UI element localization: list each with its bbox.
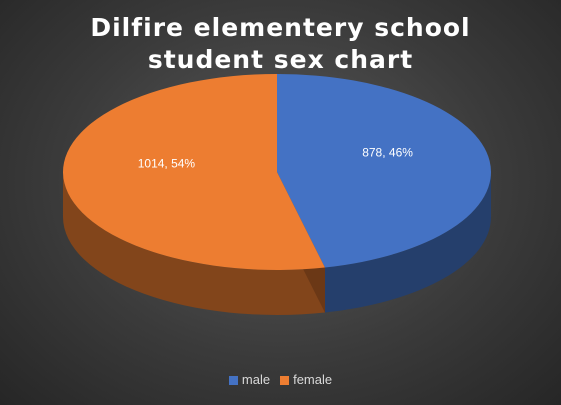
data-label-male: 878, 46% [362, 145, 413, 159]
slice-male[interactable] [277, 74, 491, 268]
slice-female[interactable] [62, 74, 325, 270]
legend: male female [0, 372, 561, 388]
pie-slices [62, 74, 491, 270]
data-labels: 878, 46% 1014, 54% [138, 145, 414, 170]
legend-label-male: male [241, 372, 271, 387]
chart-title: Dilfire elementery school student sex ch… [90, 13, 471, 74]
slice-side-female [63, 172, 325, 315]
legend-swatch-male [228, 375, 238, 385]
legend-entry-male: male [228, 372, 271, 388]
legend-label-female: female [293, 372, 333, 387]
legend-swatch-female [280, 375, 290, 385]
data-label-female: 1014, 54% [138, 157, 196, 171]
legend-entry-female: female [280, 372, 332, 388]
slice-side-male [324, 172, 491, 313]
